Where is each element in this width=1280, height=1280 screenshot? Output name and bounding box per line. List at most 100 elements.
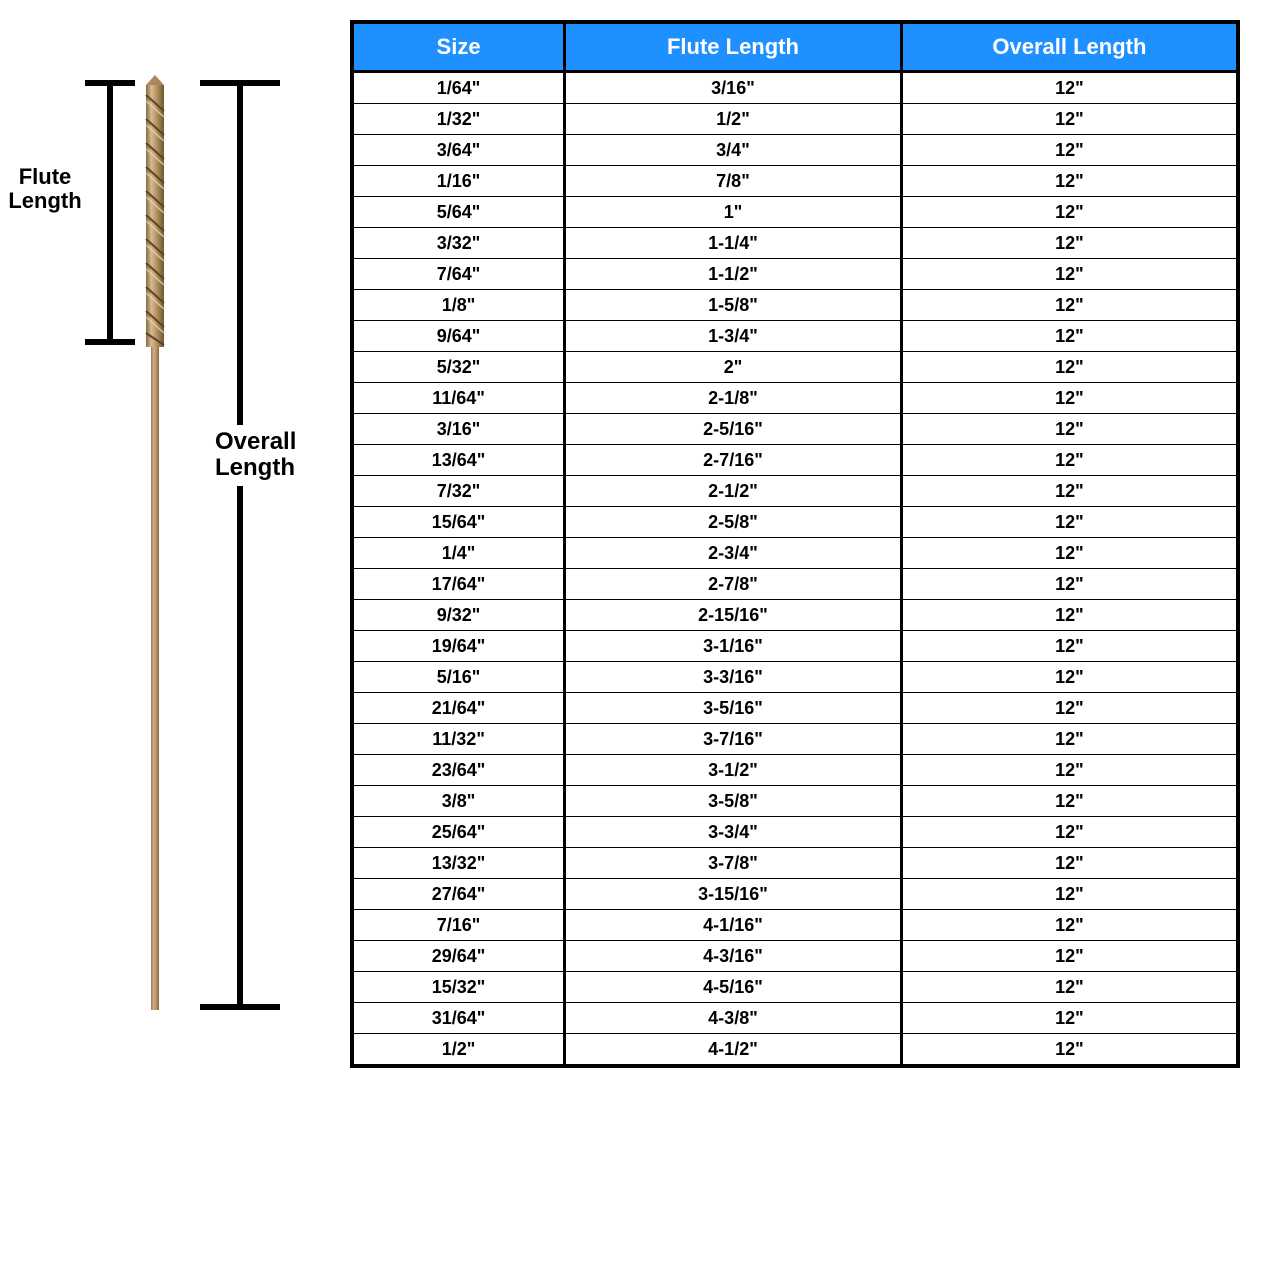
cell-flute: 3-3/16": [565, 662, 902, 693]
cell-size: 7/32": [352, 476, 565, 507]
cell-flute: 4-3/8": [565, 1003, 902, 1034]
cell-flute: 7/8": [565, 166, 902, 197]
cell-overall: 12": [901, 445, 1238, 476]
cell-size: 3/8": [352, 786, 565, 817]
cell-overall: 12": [901, 786, 1238, 817]
table-row: 29/64"4-3/16"12": [352, 941, 1238, 972]
cell-size: 11/32": [352, 724, 565, 755]
cell-flute: 4-3/16": [565, 941, 902, 972]
cell-size: 13/32": [352, 848, 565, 879]
cell-size: 9/64": [352, 321, 565, 352]
cell-overall: 12": [901, 72, 1238, 104]
table-row: 3/16"2-5/16"12": [352, 414, 1238, 445]
table-row: 31/64"4-3/8"12": [352, 1003, 1238, 1034]
table-row: 21/64"3-5/16"12": [352, 693, 1238, 724]
cell-flute: 2-3/4": [565, 538, 902, 569]
table-row: 1/8"1-5/8"12": [352, 290, 1238, 321]
cell-overall: 12": [901, 414, 1238, 445]
cell-flute: 2-1/8": [565, 383, 902, 414]
cell-size: 11/64": [352, 383, 565, 414]
cell-overall: 12": [901, 259, 1238, 290]
overall-label-line2: Length: [215, 454, 295, 481]
cell-overall: 12": [901, 848, 1238, 879]
cell-overall: 12": [901, 383, 1238, 414]
cell-flute: 3-7/16": [565, 724, 902, 755]
cell-flute: 1": [565, 197, 902, 228]
cell-size: 3/64": [352, 135, 565, 166]
table-row: 5/32"2"12": [352, 352, 1238, 383]
flute-label-line2: Length: [8, 188, 81, 213]
cell-flute: 3-5/16": [565, 693, 902, 724]
table-row: 7/32"2-1/2"12": [352, 476, 1238, 507]
table-row: 9/32"2-15/16"12": [352, 600, 1238, 631]
cell-size: 15/32": [352, 972, 565, 1003]
cell-size: 5/32": [352, 352, 565, 383]
table-row: 9/64"1-3/4"12": [352, 321, 1238, 352]
cell-overall: 12": [901, 507, 1238, 538]
cell-flute: 2-5/8": [565, 507, 902, 538]
table-row: 19/64"3-1/16"12": [352, 631, 1238, 662]
cell-overall: 12": [901, 352, 1238, 383]
table-row: 11/64"2-1/8"12": [352, 383, 1238, 414]
cell-flute: 2-15/16": [565, 600, 902, 631]
cell-overall: 12": [901, 135, 1238, 166]
flute-label-line1: Flute: [19, 164, 72, 189]
cell-flute: 3-5/8": [565, 786, 902, 817]
cell-flute: 3-7/8": [565, 848, 902, 879]
drill-diagram: Flute Length: [0, 20, 350, 1068]
cell-size: 1/16": [352, 166, 565, 197]
size-table: Size Flute Length Overall Length 1/64"3/…: [350, 20, 1240, 1068]
cell-size: 27/64": [352, 879, 565, 910]
cell-size: 23/64": [352, 755, 565, 786]
cell-size: 1/32": [352, 104, 565, 135]
cell-flute: 3/4": [565, 135, 902, 166]
cell-overall: 12": [901, 104, 1238, 135]
cell-flute: 3-1/2": [565, 755, 902, 786]
cell-overall: 12": [901, 1034, 1238, 1067]
cell-overall: 12": [901, 476, 1238, 507]
cell-size: 5/16": [352, 662, 565, 693]
cell-size: 19/64": [352, 631, 565, 662]
cell-overall: 12": [901, 197, 1238, 228]
table-header-row: Size Flute Length Overall Length: [352, 22, 1238, 72]
table-row: 7/16"4-1/16"12": [352, 910, 1238, 941]
cell-overall: 12": [901, 879, 1238, 910]
cell-overall: 12": [901, 1003, 1238, 1034]
cell-size: 1/64": [352, 72, 565, 104]
table-row: 5/16"3-3/16"12": [352, 662, 1238, 693]
cell-size: 13/64": [352, 445, 565, 476]
cell-flute: 3/16": [565, 72, 902, 104]
table-row: 1/32"1/2"12": [352, 104, 1238, 135]
cell-size: 7/16": [352, 910, 565, 941]
cell-overall: 12": [901, 538, 1238, 569]
cell-flute: 4-5/16": [565, 972, 902, 1003]
cell-overall: 12": [901, 910, 1238, 941]
flute-length-bracket: [85, 80, 135, 345]
cell-size: 9/32": [352, 600, 565, 631]
table-row: 11/32"3-7/16"12": [352, 724, 1238, 755]
cell-flute: 2": [565, 352, 902, 383]
table-body: 1/64"3/16"12"1/32"1/2"12"3/64"3/4"12"1/1…: [352, 72, 1238, 1067]
size-table-wrap: Size Flute Length Overall Length 1/64"3/…: [350, 20, 1280, 1068]
cell-flute: 4-1/2": [565, 1034, 902, 1067]
cell-size: 7/64": [352, 259, 565, 290]
cell-flute: 2-5/16": [565, 414, 902, 445]
col-header-overall: Overall Length: [901, 22, 1238, 72]
col-header-flute: Flute Length: [565, 22, 902, 72]
table-row: 13/64"2-7/16"12": [352, 445, 1238, 476]
cell-flute: 3-15/16": [565, 879, 902, 910]
cell-flute: 1-3/4": [565, 321, 902, 352]
cell-overall: 12": [901, 321, 1238, 352]
overall-label-line1: Overall: [215, 428, 296, 455]
cell-overall: 12": [901, 569, 1238, 600]
cell-overall: 12": [901, 724, 1238, 755]
cell-flute: 3-3/4": [565, 817, 902, 848]
table-row: 27/64"3-15/16"12": [352, 879, 1238, 910]
table-row: 5/64"1"12": [352, 197, 1238, 228]
cell-size: 29/64": [352, 941, 565, 972]
table-row: 23/64"3-1/2"12": [352, 755, 1238, 786]
table-row: 1/64"3/16"12": [352, 72, 1238, 104]
table-row: 1/16"7/8"12": [352, 166, 1238, 197]
table-row: 17/64"2-7/8"12": [352, 569, 1238, 600]
cell-flute: 2-1/2": [565, 476, 902, 507]
